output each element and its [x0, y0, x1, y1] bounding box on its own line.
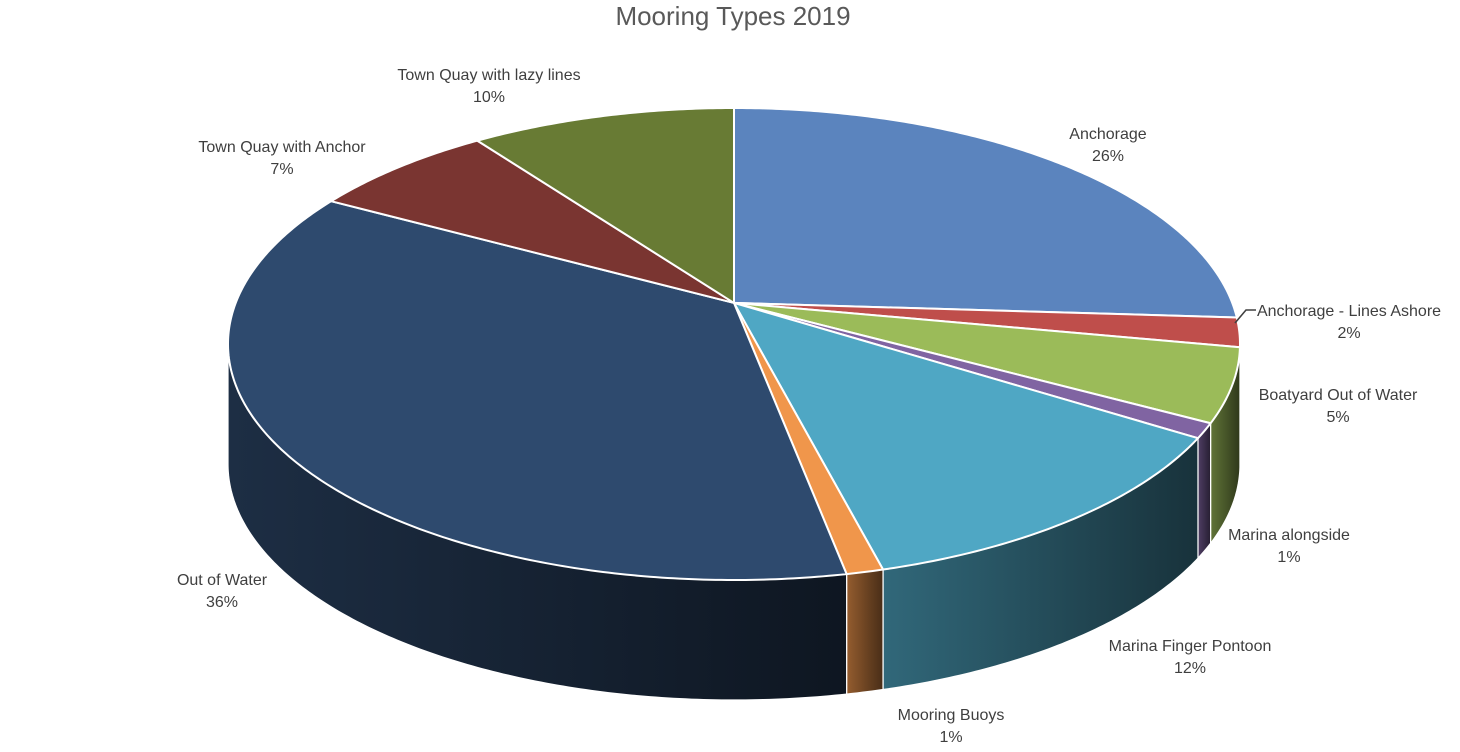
slice-label-category: Anchorage	[1069, 126, 1147, 143]
pie-slice-out-of-water[interactable]	[227, 200, 848, 581]
slice-label-anchorage: Anchorage 26%	[1069, 124, 1146, 168]
slice-label-percent: 36%	[205, 594, 239, 611]
slice-label-category: Town Quay with Anchor	[198, 139, 366, 156]
pie-slice-town-quay-with-lazy-lines[interactable]	[476, 107, 735, 304]
slice-label-category: Out of Water	[176, 572, 268, 589]
slice-label-out-of-water: Out of Water 36%	[177, 570, 267, 614]
slice-label-anchorage-lines-ashore: Anchorage - Lines Ashore 2%	[1257, 301, 1441, 345]
slice-label-mooring-buoys: Mooring Buoys 1%	[898, 705, 1005, 749]
slice-label-percent: 12%	[1173, 660, 1207, 677]
slice-label-percent: 10%	[472, 89, 506, 106]
chart-title: Mooring Types 2019	[615, 1, 851, 31]
slice-label-town-quay-with-anchor: Town Quay with Anchor 7%	[198, 137, 365, 181]
slice-label-boatyard-out-of-water: Boatyard Out of Water 5%	[1259, 385, 1418, 429]
slice-label-category: Town Quay with lazy lines	[397, 67, 581, 84]
slice-label-category: Marina Finger Pontoon	[1108, 638, 1272, 655]
slice-label-category: Marina alongside	[1228, 527, 1350, 544]
slice-label-category: Boatyard Out of Water	[1258, 387, 1418, 404]
slice-label-percent: 1%	[939, 729, 963, 746]
slice-label-category: Mooring Buoys	[897, 707, 1005, 724]
slice-label-marina-alongside: Marina alongside 1%	[1228, 525, 1350, 569]
pie-slice-mooring-buoys[interactable]	[733, 301, 885, 576]
slice-label-percent: 1%	[1277, 549, 1301, 566]
slice-label-marina-finger-pontoon: Marina Finger Pontoon 12%	[1109, 636, 1272, 680]
slice-label-percent: 2%	[1337, 325, 1361, 342]
pie-slice-side-mooring-buoys[interactable]	[846, 568, 884, 695]
pie-slice-town-quay-with-anchor[interactable]	[330, 139, 735, 304]
pie-slice-marina-finger-pontoon[interactable]	[733, 301, 1199, 571]
pie-slice-side-marina-alongside[interactable]	[1197, 422, 1212, 559]
slice-label-percent: 5%	[1326, 409, 1350, 426]
slice-label-percent: 7%	[270, 161, 294, 178]
leader-line-anchorage-lines-ashore	[1234, 309, 1256, 324]
slice-label-percent: 26%	[1091, 148, 1125, 165]
slice-label-town-quay-with-lazy-lines: Town Quay with lazy lines 10%	[397, 65, 580, 109]
pie-slice-anchorage[interactable]	[733, 107, 1238, 319]
pie-slice-boatyard-out-of-water[interactable]	[733, 301, 1241, 425]
slice-label-category: Anchorage - Lines Ashore	[1256, 303, 1442, 320]
